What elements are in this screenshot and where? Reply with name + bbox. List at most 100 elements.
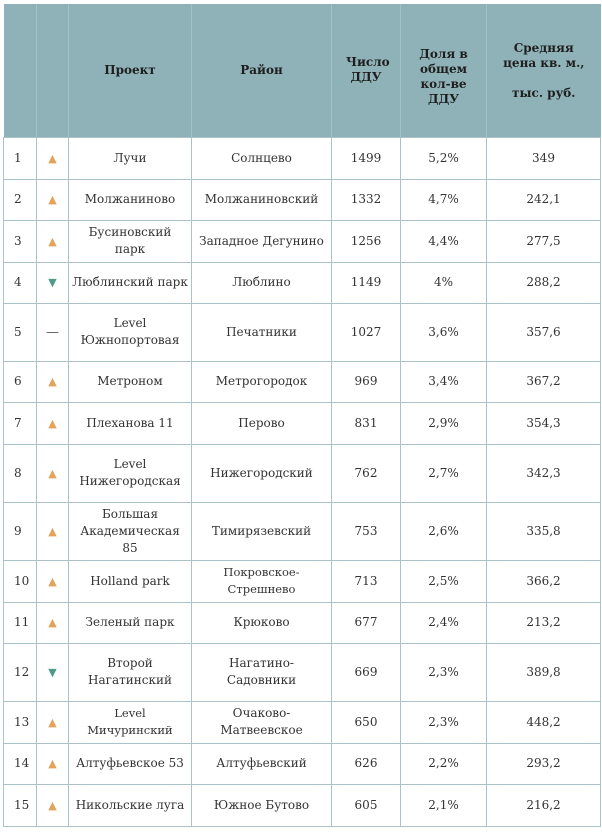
row-num: 10: [3, 559, 37, 603]
row-share: 5,2%: [400, 136, 487, 180]
trend-up-icon: ▲: [36, 501, 69, 561]
row-project-line2: Нагатинский: [88, 673, 172, 687]
row-district: Перово: [191, 401, 332, 445]
row-project: Level Мичуринский: [68, 700, 192, 744]
row-share: 2,2%: [400, 742, 487, 785]
row-count: 605: [331, 783, 401, 827]
header-price: Средняя цена кв. м., тыс. руб.: [486, 4, 601, 137]
row-num: 4: [3, 261, 37, 304]
row-project: Второй Нагатинский: [68, 642, 192, 702]
row-price: 213,2: [486, 601, 601, 644]
row-num: 8: [3, 443, 37, 503]
row-num: 11: [3, 601, 37, 644]
row-price: 389,8: [486, 642, 601, 702]
header-count: Число ДДУ: [331, 4, 401, 137]
row-project-line1: Второй: [107, 656, 153, 670]
trend-up-icon: ▲: [36, 700, 69, 744]
row-price: 342,3: [486, 443, 601, 503]
row-share: 2,4%: [400, 601, 487, 644]
table-row: 4 ▼ Люблинский парк Люблино 1149 4% 288,…: [3, 261, 601, 304]
row-district: Крюково: [191, 601, 332, 644]
table-row: 9 ▲ Большая Академическая 85 Тимирязевск…: [3, 501, 601, 561]
row-project-line2: Академическая 85: [80, 523, 180, 555]
trend-down-icon: ▼: [36, 642, 69, 702]
table-header-row: Проект Район Число ДДУ Доля в общем кол-…: [3, 4, 601, 137]
row-district: Нижегородский: [191, 443, 332, 503]
row-count: 1256: [331, 219, 401, 263]
row-project-line1: Большая: [101, 506, 159, 521]
row-district: Метрогородок: [191, 360, 332, 403]
row-share: 2,1%: [400, 783, 487, 827]
row-share: 2,7%: [400, 443, 487, 503]
trend-up-icon: ▲: [36, 783, 69, 827]
row-count: 1149: [331, 261, 401, 304]
trend-up-icon: ▲: [36, 601, 69, 644]
row-project-line1: Level: [113, 316, 147, 330]
row-district: Люблино: [191, 261, 332, 304]
row-num: 1: [3, 136, 37, 180]
trend-up-icon: ▲: [36, 443, 69, 503]
row-project-line2: Нижегородская: [79, 474, 181, 488]
header-num: [4, 4, 37, 137]
row-share: 2,3%: [400, 642, 487, 702]
row-count: 1332: [331, 178, 401, 221]
header-trend: [36, 4, 69, 137]
trend-up-icon: ▲: [36, 742, 69, 785]
table-row: 11 ▲ Зеленый парк Крюково 677 2,4% 213,2: [3, 601, 601, 644]
row-price: 366,2: [486, 559, 601, 603]
row-price: 216,2: [486, 783, 601, 827]
trend-up-icon: ▲: [36, 219, 69, 263]
row-num: 13: [3, 700, 37, 744]
row-project: Метроном: [68, 360, 192, 403]
row-share: 4,4%: [400, 219, 487, 263]
row-count: 969: [331, 360, 401, 403]
row-price: 367,2: [486, 360, 601, 403]
row-district: Западное Дегунино: [191, 219, 332, 263]
table-row: 13 ▲ Level Мичуринский Очаково-Матвеевск…: [3, 700, 601, 744]
row-district: Алтуфьевский: [191, 742, 332, 785]
row-project: Holland park: [68, 559, 192, 603]
row-share: 2,9%: [400, 401, 487, 445]
row-price: 354,3: [486, 401, 601, 445]
row-project: Плеханова 11: [68, 401, 192, 445]
row-share: 2,3%: [400, 700, 487, 744]
projects-table: Проект Район Число ДДУ Доля в общем кол-…: [3, 4, 601, 827]
row-num: 3: [3, 219, 37, 263]
trend-down-icon: ▼: [36, 261, 69, 304]
trend-up-icon: ▲: [36, 559, 69, 603]
table-row: 6 ▲ Метроном Метрогородок 969 3,4% 367,2: [3, 360, 601, 403]
row-district: Молжаниновский: [191, 178, 332, 221]
row-num: 6: [3, 360, 37, 403]
row-district: Солнцево: [191, 136, 332, 180]
header-share: Доля в общем кол-ве ДДУ: [400, 4, 487, 137]
row-project-line1: Level: [113, 457, 147, 471]
row-district: Печатники: [191, 302, 332, 362]
table-row: 12 ▼ Второй Нагатинский Нагатино-Садовни…: [3, 642, 601, 702]
row-project: Молжаниново: [68, 178, 192, 221]
row-district: Нагатино-Садовники: [191, 642, 332, 702]
row-project: Зеленый парк: [68, 601, 192, 644]
table-row: 1 ▲ Лучи Солнцево 1499 5,2% 349: [3, 136, 601, 180]
table-row: 3 ▲ Бусиновский парк Западное Дегунино 1…: [3, 219, 601, 263]
row-num: 12: [3, 642, 37, 702]
trend-up-icon: ▲: [36, 360, 69, 403]
row-price: 277,5: [486, 219, 601, 263]
row-count: 669: [331, 642, 401, 702]
row-count: 713: [331, 559, 401, 603]
row-count: 762: [331, 443, 401, 503]
row-share: 2,5%: [400, 559, 487, 603]
row-count: 1499: [331, 136, 401, 180]
row-num: 9: [3, 501, 37, 561]
row-price: 293,2: [486, 742, 601, 785]
trend-up-icon: ▲: [36, 178, 69, 221]
row-count: 626: [331, 742, 401, 785]
row-num: 14: [3, 742, 37, 785]
row-price: 448,2: [486, 700, 601, 744]
row-num: 15: [3, 783, 37, 827]
header-price-line2: тыс. руб.: [512, 86, 576, 100]
row-price: 335,8: [486, 501, 601, 561]
row-district: Тимирязевский: [191, 501, 332, 561]
row-count: 650: [331, 700, 401, 744]
row-project-line2: Южнопортовая: [80, 333, 180, 347]
row-price: 349: [486, 136, 601, 180]
